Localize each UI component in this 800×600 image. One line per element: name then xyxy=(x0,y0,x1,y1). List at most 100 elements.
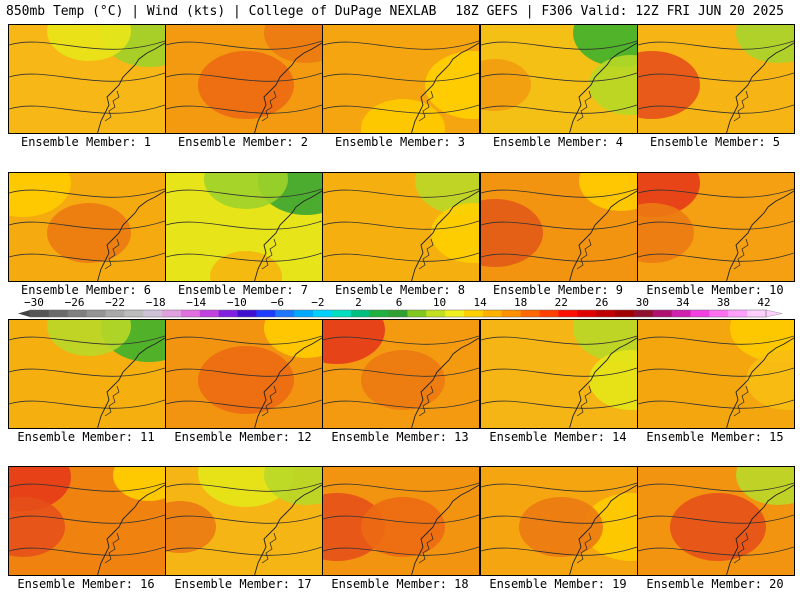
temperature-region xyxy=(589,350,637,410)
colorbar-tick-label: 6 xyxy=(395,296,403,309)
temperature-region xyxy=(47,25,131,61)
colorbar-swatch xyxy=(294,310,314,317)
ensemble-member-label: Ensemble Member: 2 xyxy=(177,135,309,149)
height-contour xyxy=(9,188,165,198)
temperature-region xyxy=(264,25,322,63)
ensemble-panel-4 xyxy=(480,24,638,134)
colorbar-swatch xyxy=(615,310,635,317)
temperature-region xyxy=(9,497,65,557)
ensemble-panel-10 xyxy=(637,172,795,282)
colorbar-swatch xyxy=(162,310,182,317)
temperature-region xyxy=(264,467,322,505)
height-contour xyxy=(9,220,165,230)
temperature-field xyxy=(638,173,794,281)
height-contour xyxy=(638,188,794,198)
coastline xyxy=(411,190,479,281)
height-contour xyxy=(638,367,794,377)
height-contour xyxy=(166,367,322,377)
colorbar-tick-label: −2 xyxy=(311,296,325,309)
ensemble-member-label: Ensemble Member: 8 xyxy=(334,283,466,297)
ensemble-panel-1 xyxy=(8,24,166,134)
temperature-region xyxy=(638,51,700,119)
temperature-region xyxy=(210,251,282,281)
colorbar-swatch xyxy=(482,310,503,317)
coastline xyxy=(97,42,165,133)
colorbar-swatch xyxy=(218,310,239,317)
height-contour xyxy=(481,514,637,524)
colorbar-swatch xyxy=(86,310,106,317)
coastline xyxy=(418,385,434,417)
height-contour xyxy=(323,514,479,524)
ensemble-panel-17 xyxy=(165,466,323,576)
coastline xyxy=(97,190,165,281)
temperature-field xyxy=(481,320,637,428)
temperature-field xyxy=(638,467,794,575)
temperature-region xyxy=(361,350,445,410)
colorbar-tick-label: −26 xyxy=(64,296,85,309)
coastline xyxy=(569,484,637,575)
height-contour xyxy=(9,252,165,262)
ensemble-member-label: Ensemble Member: 3 xyxy=(334,135,466,149)
height-contour xyxy=(323,72,479,82)
colorbar-swatch xyxy=(124,310,144,317)
colorbar-tick-label: 14 xyxy=(473,296,487,309)
colorbar-swatch xyxy=(520,310,541,317)
colorbar-swatch xyxy=(256,310,276,317)
colorbar-swatch xyxy=(237,310,257,317)
coastline xyxy=(411,484,479,575)
coastline xyxy=(254,484,322,575)
coastline xyxy=(733,238,749,270)
ensemble-member-label: Ensemble Member: 17 xyxy=(174,577,312,591)
height-contour xyxy=(9,335,165,345)
ensemble-panel-18 xyxy=(322,466,480,576)
temperature-region xyxy=(425,51,479,119)
colorbar-tick-label: −6 xyxy=(270,296,284,309)
colorbar-swatch xyxy=(350,310,371,317)
temperature-field xyxy=(166,467,322,575)
coastline xyxy=(726,337,794,428)
coastline xyxy=(576,385,592,417)
colorbar-swatch xyxy=(67,310,88,317)
colorbar-tick-label: 18 xyxy=(514,296,528,309)
ensemble-member-label: Ensemble Member: 12 xyxy=(174,430,312,444)
temperature-region xyxy=(264,320,322,358)
temperature-field xyxy=(166,173,322,281)
coastline xyxy=(254,337,322,428)
ensemble-member-label: Ensemble Member: 9 xyxy=(492,283,624,297)
temperature-region xyxy=(361,99,445,133)
ensemble-member-label: Ensemble Member: 1 xyxy=(20,135,152,149)
ensemble-panel-5 xyxy=(637,24,795,134)
height-contour xyxy=(166,335,322,345)
colorbar-tick-label: 42 xyxy=(757,296,771,309)
temperature-field xyxy=(9,320,165,428)
height-contour xyxy=(481,546,637,556)
height-contour xyxy=(166,72,322,82)
temperature-region xyxy=(198,51,294,119)
height-contour xyxy=(166,546,322,556)
ensemble-panel-11 xyxy=(8,319,166,429)
coastline xyxy=(576,90,592,122)
height-contour xyxy=(166,514,322,524)
colorbar-swatch xyxy=(275,310,295,317)
height-contour xyxy=(166,104,322,114)
coastline xyxy=(726,484,794,575)
height-contour xyxy=(481,188,637,198)
temperature-region xyxy=(746,350,794,410)
height-contour xyxy=(166,399,322,409)
ensemble-member-label: Ensemble Member: 14 xyxy=(489,430,627,444)
height-contour xyxy=(323,40,479,50)
ensemble-panel-14 xyxy=(480,319,638,429)
height-contour xyxy=(481,220,637,230)
height-contour xyxy=(9,546,165,556)
colorbar-tick-label: 38 xyxy=(716,296,731,309)
colorbar-swatch xyxy=(445,310,465,317)
temperature-field xyxy=(323,320,479,428)
temperature-field xyxy=(166,25,322,133)
temperature-region xyxy=(736,25,794,63)
coastline xyxy=(733,532,749,564)
colorbar-swatch xyxy=(539,310,559,317)
height-contour xyxy=(9,514,165,524)
colorbar-swatch xyxy=(388,310,408,317)
height-contour xyxy=(166,40,322,50)
temperature-field xyxy=(9,25,165,133)
